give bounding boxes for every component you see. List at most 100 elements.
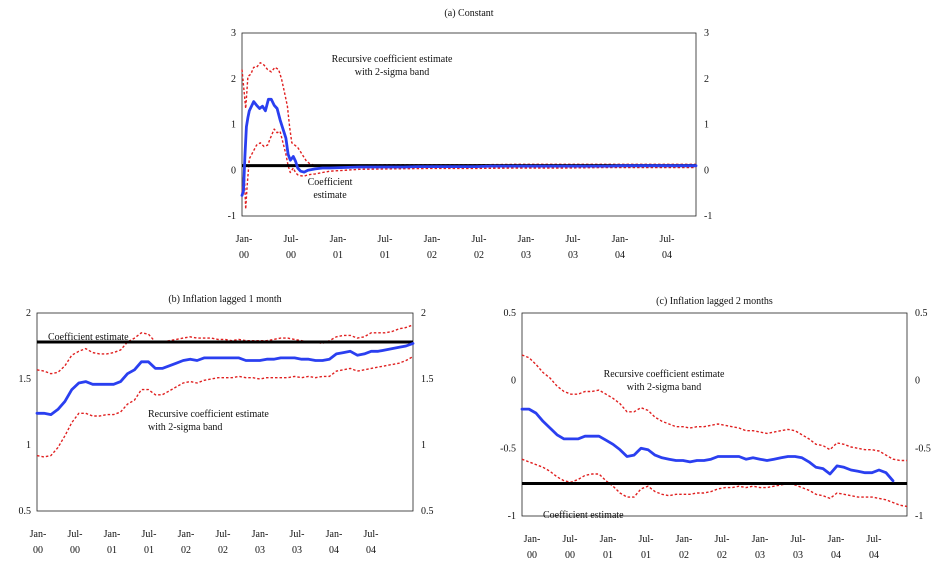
y-tick-label-right: 3 (704, 28, 709, 39)
annotation-2: Recursive coefficient estimate with 2-sig… (148, 409, 269, 433)
chart-title: (c) Inflation lagged 2 months (656, 296, 773, 307)
annotation-1: Recursive coefficient estimate with 2-sig… (332, 54, 453, 78)
y-tick-label-right: 1 (704, 120, 709, 131)
y-tick-label-left: 0 (511, 376, 516, 387)
y-tick-label-right: 1 (421, 440, 426, 451)
x-tick-label: Jan- (828, 534, 845, 545)
x-tick-label: 00 (70, 545, 80, 556)
annotation-1: Coefficient estimate (48, 332, 129, 343)
x-tick-label: 00 (527, 550, 537, 561)
y-tick-label-left: -0.5 (500, 443, 516, 454)
plot-frame (241, 32, 697, 217)
y-tick-label-right: 2 (421, 308, 426, 319)
annotation-2: Coefficient estimate (308, 177, 353, 201)
x-tick-label: Jul- (563, 534, 578, 545)
x-tick-label: Jul- (142, 529, 157, 540)
x-tick-label: 01 (107, 545, 117, 556)
x-tick-label: Jul- (290, 529, 305, 540)
x-tick-label: Jul- (867, 534, 882, 545)
x-tick-label: 04 (329, 545, 339, 556)
y-tick-label-left: 1 (231, 120, 236, 131)
x-tick-label: Jan- (252, 529, 269, 540)
x-tick-label: 03 (793, 550, 803, 561)
x-tick-label: Jan- (518, 234, 535, 245)
x-tick-label: Jan- (524, 534, 541, 545)
band-line-2 (241, 128, 696, 210)
x-tick-label: 01 (641, 550, 651, 561)
x-tick-label: 00 (239, 250, 249, 261)
x-tick-label: Jul- (216, 529, 231, 540)
y-tick-label-left: 2 (231, 74, 236, 85)
x-tick-label: 01 (333, 250, 343, 261)
annotation-line: estimate (313, 190, 347, 201)
x-tick-label: Jan- (326, 529, 343, 540)
y-tick-label-right: 2 (704, 74, 709, 85)
annotation-2: Coefficient estimate (543, 510, 624, 521)
band-line-1 (241, 62, 696, 167)
chart-panel-2: (b) Inflation lagged 1 month 2 2 1.5 1.5 1 1 0.… (19, 294, 434, 556)
x-tick-label: Jan- (752, 534, 769, 545)
x-tick-label: 00 (565, 550, 575, 561)
annotation-line: Recursive coefficient estimate (332, 54, 453, 65)
x-tick-label: 02 (679, 550, 689, 561)
annotation-line: with 2-sigma band (627, 382, 701, 393)
band-line-1 (36, 324, 414, 375)
x-tick-label: Jul- (284, 234, 299, 245)
x-tick-label: Jan- (676, 534, 693, 545)
annotation-1: Recursive coefficient estimate with 2-sig… (604, 369, 725, 393)
x-tick-label: 03 (255, 545, 265, 556)
y-tick-label-left: 0.5 (19, 506, 32, 517)
x-tick-label: Jul- (639, 534, 654, 545)
x-tick-label: 03 (755, 550, 765, 561)
annotation-line: Recursive coefficient estimate (604, 369, 725, 380)
recursive-estimate-line (240, 97, 698, 197)
x-tick-label: 01 (603, 550, 613, 561)
x-tick-label: Jan- (178, 529, 195, 540)
y-tick-label-right: -1 (704, 211, 712, 222)
x-tick-label: 02 (181, 545, 191, 556)
x-tick-label: 04 (366, 545, 376, 556)
x-tick-label: Jan- (424, 234, 441, 245)
annotation-line: Coefficient estimate (48, 332, 129, 343)
x-tick-label: Jul- (715, 534, 730, 545)
x-tick-label: 02 (474, 250, 484, 261)
x-tick-label: 02 (717, 550, 727, 561)
y-tick-label-left: -1 (508, 511, 516, 522)
x-tick-label: 00 (286, 250, 296, 261)
chart-title: (b) Inflation lagged 1 month (168, 294, 281, 305)
y-tick-label-right: 1.5 (421, 374, 434, 385)
y-tick-label-right: 0 (915, 376, 920, 387)
band-line-2 (36, 355, 414, 458)
y-tick-label-left: 1 (26, 440, 31, 451)
x-tick-label: 02 (218, 545, 228, 556)
x-tick-label: 02 (427, 250, 437, 261)
x-tick-label: 04 (831, 550, 841, 561)
annotation-line: with 2-sigma band (148, 422, 222, 433)
plot-frame (521, 312, 908, 517)
y-tick-label-left: 2 (26, 308, 31, 319)
x-tick-label: 04 (869, 550, 879, 561)
y-tick-label-right: 0 (704, 165, 709, 176)
x-tick-label: Jan- (330, 234, 347, 245)
x-tick-label: Jan- (612, 234, 629, 245)
x-tick-label: 03 (568, 250, 578, 261)
y-tick-label-left: -1 (228, 211, 236, 222)
x-tick-label: Jul- (378, 234, 393, 245)
x-tick-label: 00 (33, 545, 43, 556)
x-tick-label: Jul- (68, 529, 83, 540)
y-tick-label-right: -1 (915, 511, 923, 522)
annotation-line: with 2-sigma band (355, 67, 429, 78)
x-tick-label: Jul- (791, 534, 806, 545)
y-tick-label-right: 0.5 (915, 308, 928, 319)
x-tick-label: Jan- (30, 529, 47, 540)
x-tick-label: 03 (292, 545, 302, 556)
x-tick-label: Jul- (472, 234, 487, 245)
y-tick-label-left: 0 (231, 165, 236, 176)
x-tick-label: Jan- (236, 234, 253, 245)
x-tick-label: 04 (662, 250, 672, 261)
x-tick-label: Jan- (600, 534, 617, 545)
x-tick-label: 03 (521, 250, 531, 261)
